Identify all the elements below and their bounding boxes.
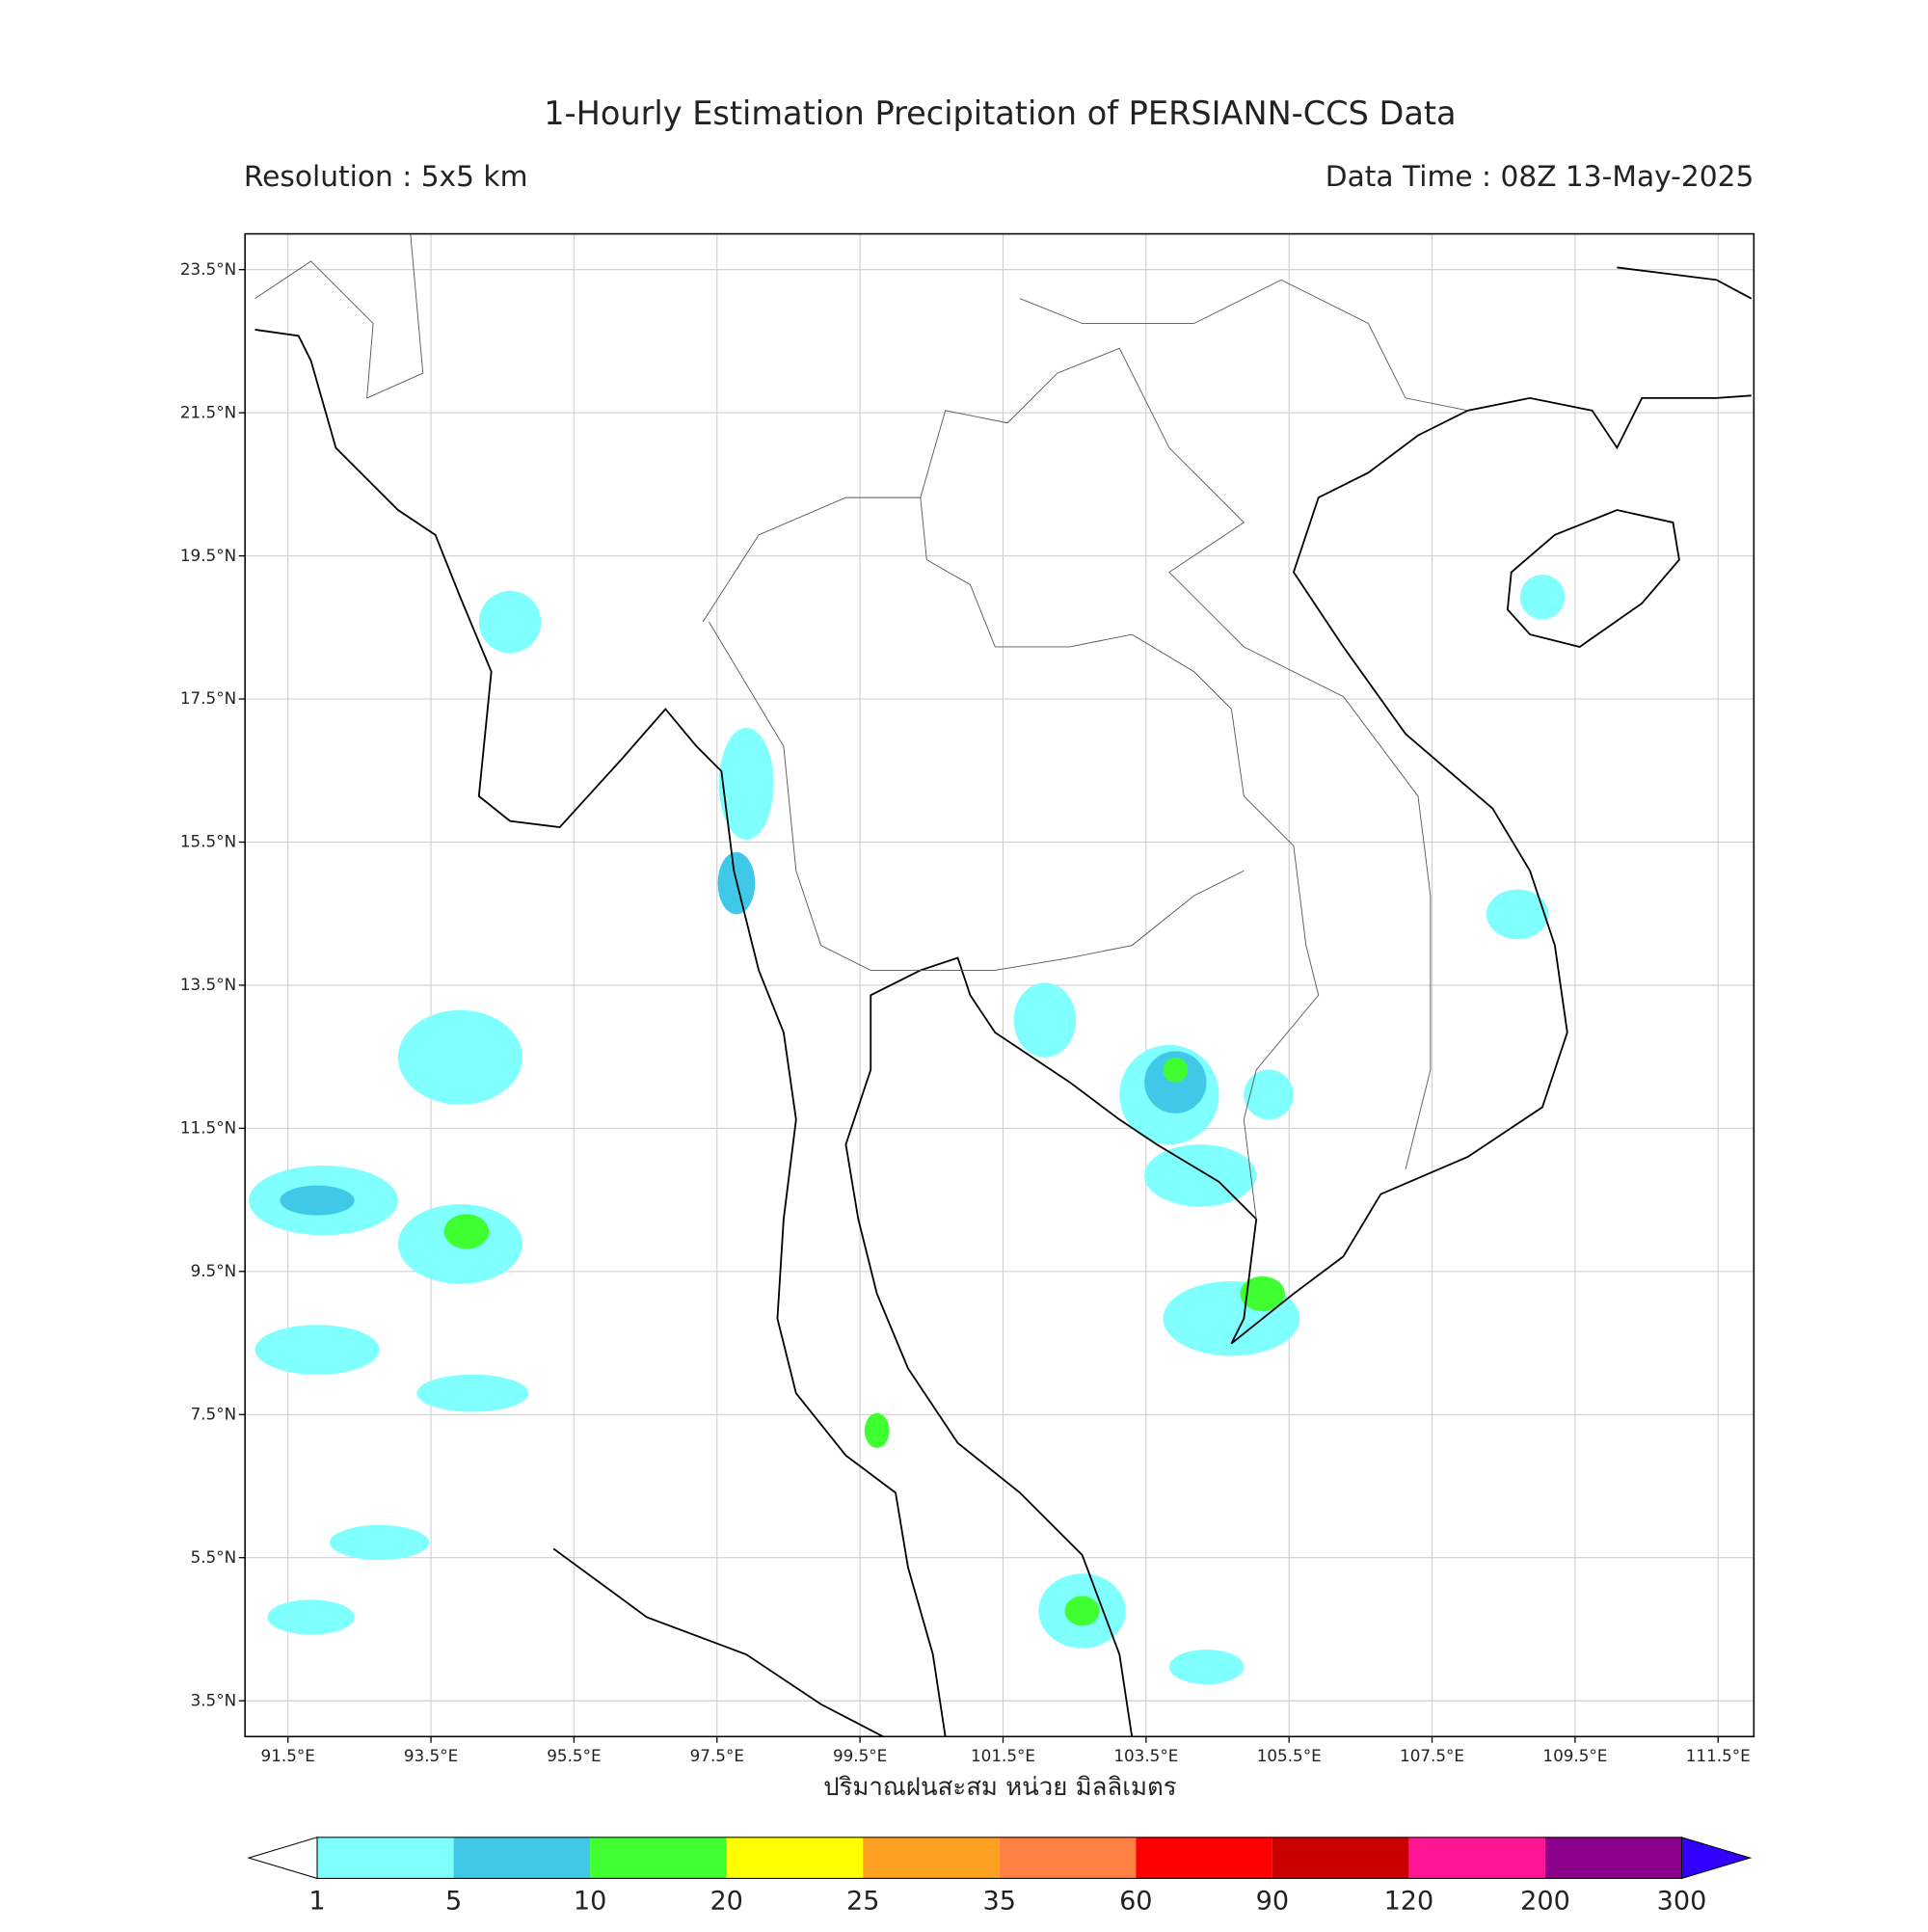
y-tick-label: 7.5°N — [191, 1404, 237, 1423]
coastline — [844, 394, 1752, 1737]
colorbar-segment — [453, 1837, 591, 1879]
data-time: Data Time : 08Z 13-May-2025 — [1326, 159, 1754, 193]
colorbar-label: 10 — [574, 1887, 606, 1917]
rain-area — [1240, 1275, 1285, 1311]
coastline — [1617, 266, 1753, 300]
x-tick-label: 101.5°E — [971, 1746, 1035, 1765]
y-tick-label: 3.5°N — [191, 1690, 237, 1709]
x-tick-label: 93.5°E — [404, 1746, 458, 1765]
colorbar-segment — [1272, 1837, 1409, 1879]
x-tick-label: 111.5°E — [1686, 1746, 1751, 1765]
y-tick-label: 21.5°N — [180, 402, 236, 421]
rain-area — [1486, 889, 1549, 940]
colorbar-label: 90 — [1256, 1887, 1289, 1917]
rain-area — [478, 590, 542, 654]
colorbar-label: 1 — [308, 1887, 325, 1917]
colorbar-segment — [1544, 1837, 1682, 1879]
y-tick-label: 15.5°N — [180, 832, 236, 851]
resolution: Resolution : 5x5 km — [244, 159, 528, 193]
rain-area — [1519, 575, 1566, 620]
border — [702, 496, 1320, 1220]
x-tick-label: 95.5°E — [547, 1746, 601, 1765]
rain-area — [329, 1524, 430, 1561]
colorbar-label: 25 — [846, 1887, 879, 1917]
colorbar-segment — [590, 1837, 727, 1879]
colorbar-segment — [317, 1837, 454, 1879]
rain-area — [443, 1214, 490, 1249]
border — [920, 347, 1432, 1170]
x-tick-label: 103.5°E — [1113, 1746, 1178, 1765]
border — [1019, 279, 1468, 412]
rain-area — [1064, 1596, 1100, 1626]
x-tick-label: 99.5°E — [833, 1746, 887, 1765]
rain-area — [1168, 1649, 1245, 1685]
colorbar-label: 5 — [445, 1887, 462, 1917]
rain-area — [1144, 1051, 1207, 1114]
rain-area — [1244, 1069, 1294, 1120]
y-tick-label: 9.5°N — [191, 1261, 237, 1280]
colorbar-label: 300 — [1657, 1887, 1707, 1917]
rain-area — [280, 1185, 355, 1216]
coastline — [552, 1547, 884, 1737]
rain-area — [1144, 1144, 1257, 1207]
rain-area — [254, 1325, 380, 1375]
y-tick-label: 23.5°N — [180, 259, 236, 279]
rain-area — [397, 1009, 522, 1105]
colorbar-label: 60 — [1119, 1887, 1152, 1917]
colorbar-segment — [726, 1837, 864, 1879]
colorbar-under — [247, 1837, 318, 1880]
rain-area — [267, 1599, 355, 1635]
y-tick-label: 17.5°N — [180, 688, 236, 708]
map-layer — [249, 233, 1753, 1737]
y-tick-label: 11.5°N — [180, 1118, 236, 1138]
grid — [245, 233, 1754, 1737]
x-tick-label: 91.5°E — [261, 1746, 315, 1765]
x-tick-label: 107.5°E — [1400, 1746, 1464, 1765]
border — [254, 233, 424, 399]
title: 1-Hourly Estimation Precipitation of PER… — [544, 94, 1456, 132]
colorbar-over — [1680, 1837, 1753, 1880]
colorbar: 1 5 10 20 25 35 60 90 120 200 300 — [247, 1837, 1753, 1917]
x-tick-label: 105.5°E — [1257, 1746, 1322, 1765]
rain-area — [1163, 1057, 1189, 1083]
colorbar-label: 200 — [1520, 1887, 1570, 1917]
border — [709, 621, 1245, 971]
rain-area — [718, 727, 774, 840]
rain-areas — [249, 575, 1566, 1685]
y-tick-label: 5.5°N — [191, 1547, 237, 1567]
colorbar-segment — [1136, 1837, 1272, 1879]
rain-area — [416, 1374, 529, 1412]
colorbar-label: 120 — [1384, 1887, 1434, 1917]
island — [1506, 509, 1680, 648]
colorbar-segment — [1408, 1837, 1545, 1879]
rain-area — [1013, 982, 1077, 1058]
y-tick-label: 13.5°N — [180, 975, 236, 994]
colorbar-frame — [316, 1837, 1683, 1879]
colorbar-label: 20 — [710, 1887, 742, 1917]
rain-area — [864, 1412, 890, 1448]
colorbar-label: 35 — [983, 1887, 1016, 1917]
coastline — [254, 329, 947, 1737]
x-tick-label: 97.5°E — [690, 1746, 744, 1765]
y-tick-label: 19.5°N — [180, 546, 236, 565]
x-tick-label: 109.5°E — [1542, 1746, 1607, 1765]
colorbar-segment — [863, 1837, 1000, 1879]
x-label: ปริมาณฝนสะสม หน่วย มิลลิเมตร — [823, 1773, 1177, 1802]
colorbar-segment — [999, 1837, 1137, 1879]
